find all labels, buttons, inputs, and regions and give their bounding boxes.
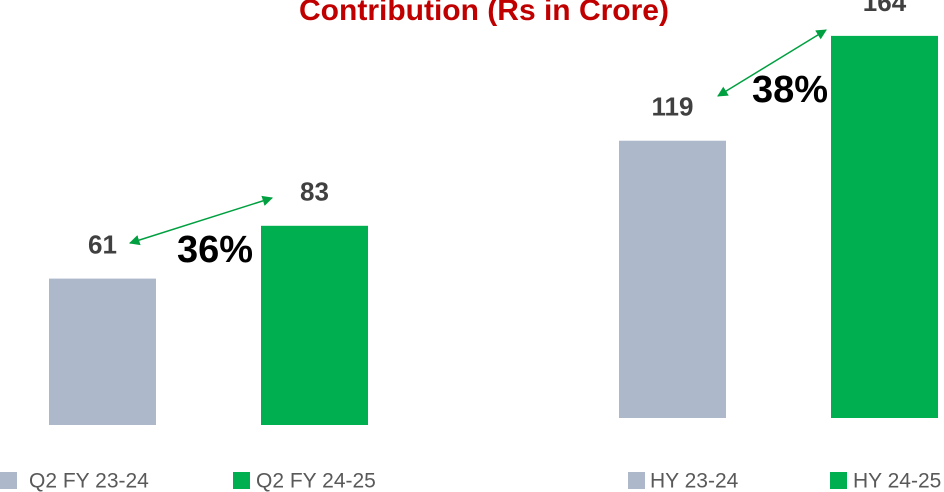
legend-swatch bbox=[628, 472, 645, 489]
legend-label: Q2 FY 23-24 bbox=[29, 470, 149, 492]
bar bbox=[49, 278, 156, 425]
bar bbox=[261, 225, 368, 425]
legend-label: HY 24-25 bbox=[853, 470, 941, 492]
bar bbox=[831, 35, 938, 418]
legend-label: HY 23-24 bbox=[650, 470, 739, 492]
growth-arrow bbox=[717, 29, 827, 97]
growth-label: 36% bbox=[177, 229, 253, 271]
legend-swatch bbox=[233, 472, 250, 489]
data-label: 119 bbox=[652, 92, 694, 122]
legend-label: Q2 FY 24-25 bbox=[256, 470, 376, 492]
growth-arrow bbox=[128, 195, 274, 246]
growth-label: 38% bbox=[752, 69, 828, 111]
legend-swatch bbox=[0, 472, 17, 489]
legend-swatch bbox=[830, 472, 847, 489]
chart-title: Contribution (Rs in Crore) bbox=[299, 0, 669, 27]
data-label: 83 bbox=[300, 177, 329, 207]
data-label: 61 bbox=[88, 229, 117, 259]
bar bbox=[619, 140, 726, 419]
data-label: 164 bbox=[863, 0, 907, 17]
